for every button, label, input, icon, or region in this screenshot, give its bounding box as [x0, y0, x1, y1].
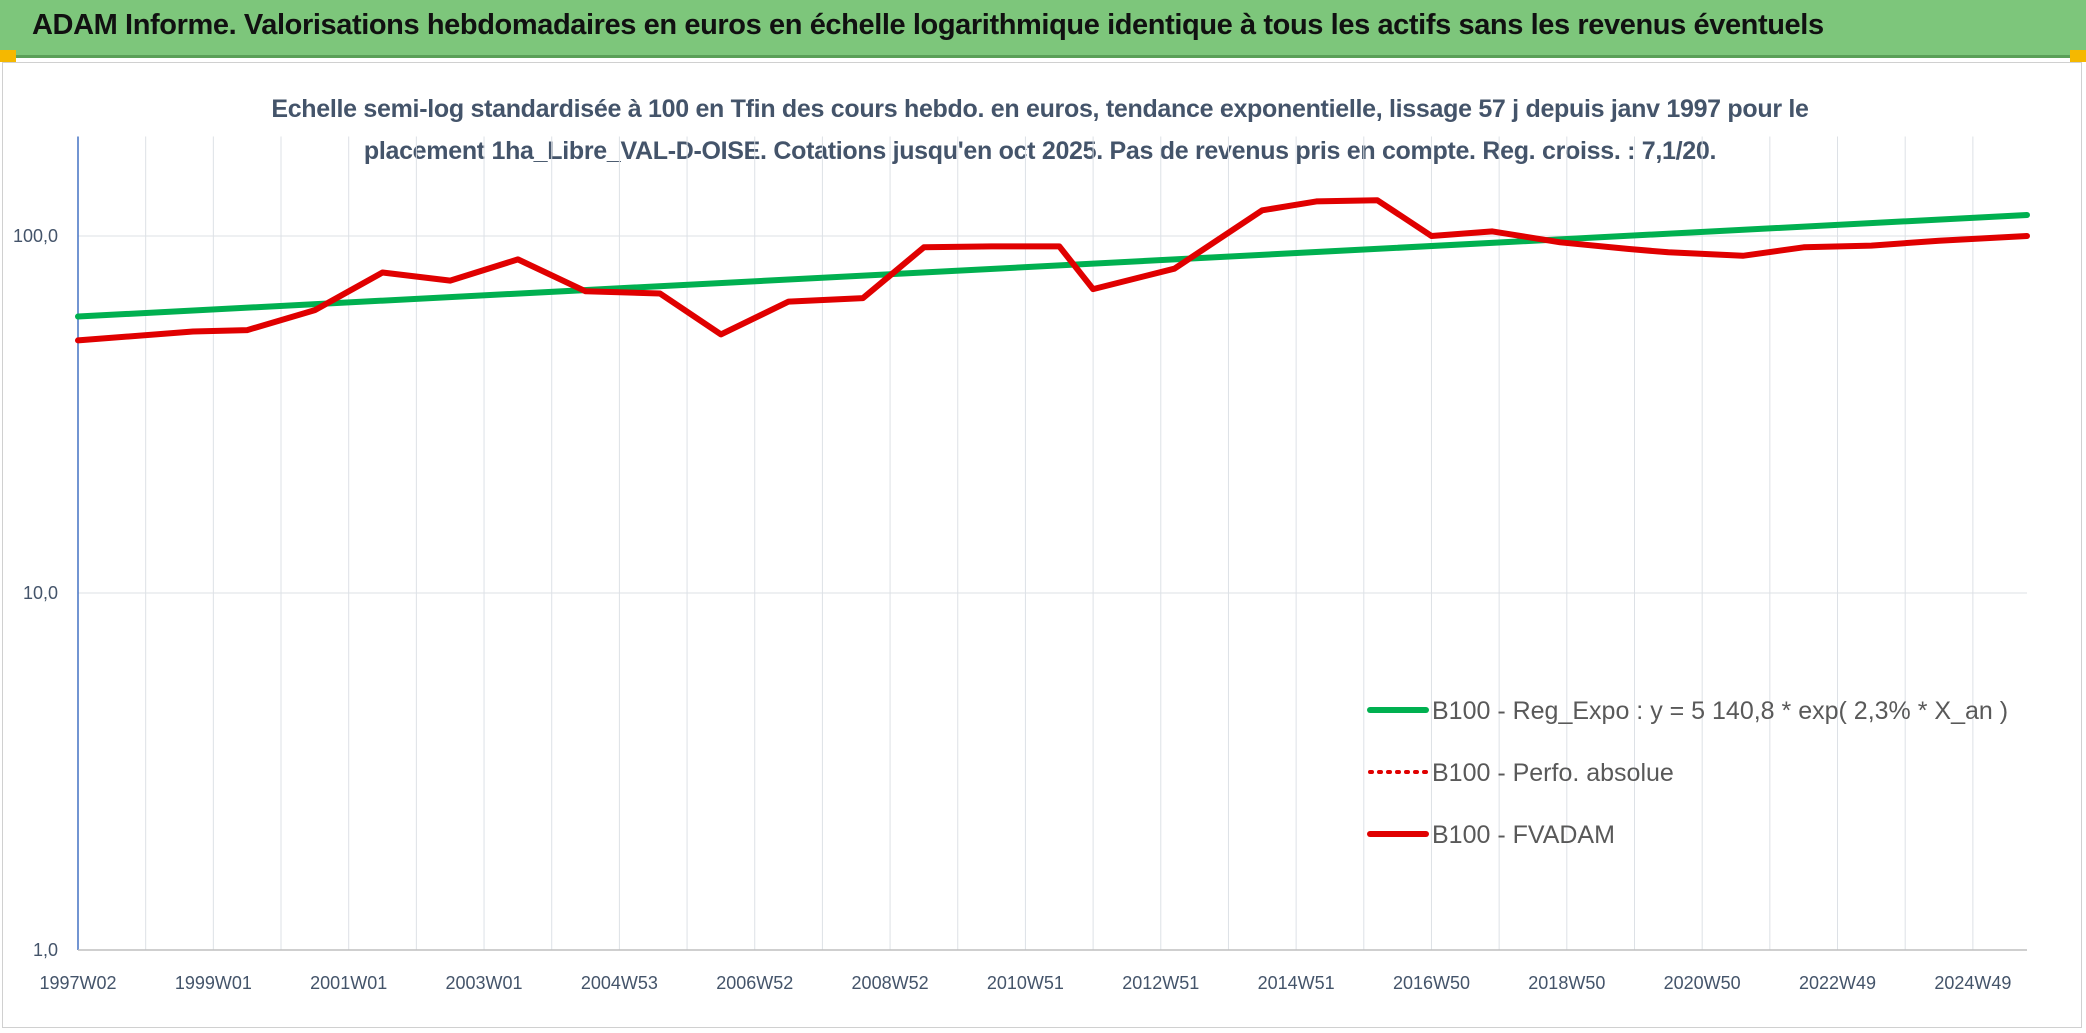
legend-label-3: B100 - FVADAM	[1432, 821, 1615, 849]
corner-marker-left	[0, 50, 16, 62]
y-tick-label: 1,0	[33, 940, 58, 960]
series-line-1	[75, 212, 2030, 320]
x-tick-label: 2016W50	[1393, 973, 1470, 993]
y-tick-label: 100,0	[13, 226, 58, 246]
x-tick-label: 2010W51	[987, 973, 1064, 993]
x-tick-label: 2012W51	[1122, 973, 1199, 993]
report-banner: ADAM Informe. Valorisations hebdomadaire…	[0, 0, 2086, 58]
x-tick-label: 2003W01	[446, 973, 523, 993]
x-tick-label: 2006W52	[716, 973, 793, 993]
x-tick-label: 2018W50	[1528, 973, 1605, 993]
y-tick-label: 10,0	[23, 583, 58, 603]
corner-marker-right	[2070, 50, 2086, 62]
legend-label-2: B100 - Perfo. absolue	[1432, 759, 1674, 787]
x-tick-label: 2020W50	[1664, 973, 1741, 993]
series-line-3	[75, 197, 2030, 344]
x-tick-label: 2008W52	[852, 973, 929, 993]
x-tick-label: 1999W01	[175, 973, 252, 993]
x-tick-label: 2022W49	[1799, 973, 1876, 993]
legend-label-1: B100 - Reg_Expo : y = 5 140,8 * exp( 2,3…	[1432, 697, 2008, 725]
x-tick-label: 2024W49	[1934, 973, 2011, 993]
x-tick-label: 2004W53	[581, 973, 658, 993]
chart-title: Echelle semi-log standardisée à 100 en T…	[271, 95, 1809, 165]
report-title: ADAM Informe. Valorisations hebdomadaire…	[32, 9, 1824, 41]
x-tick-label: 2001W01	[310, 973, 387, 993]
x-tick-label: 2014W51	[1258, 973, 1335, 993]
x-tick-label: 1997W02	[39, 973, 116, 993]
